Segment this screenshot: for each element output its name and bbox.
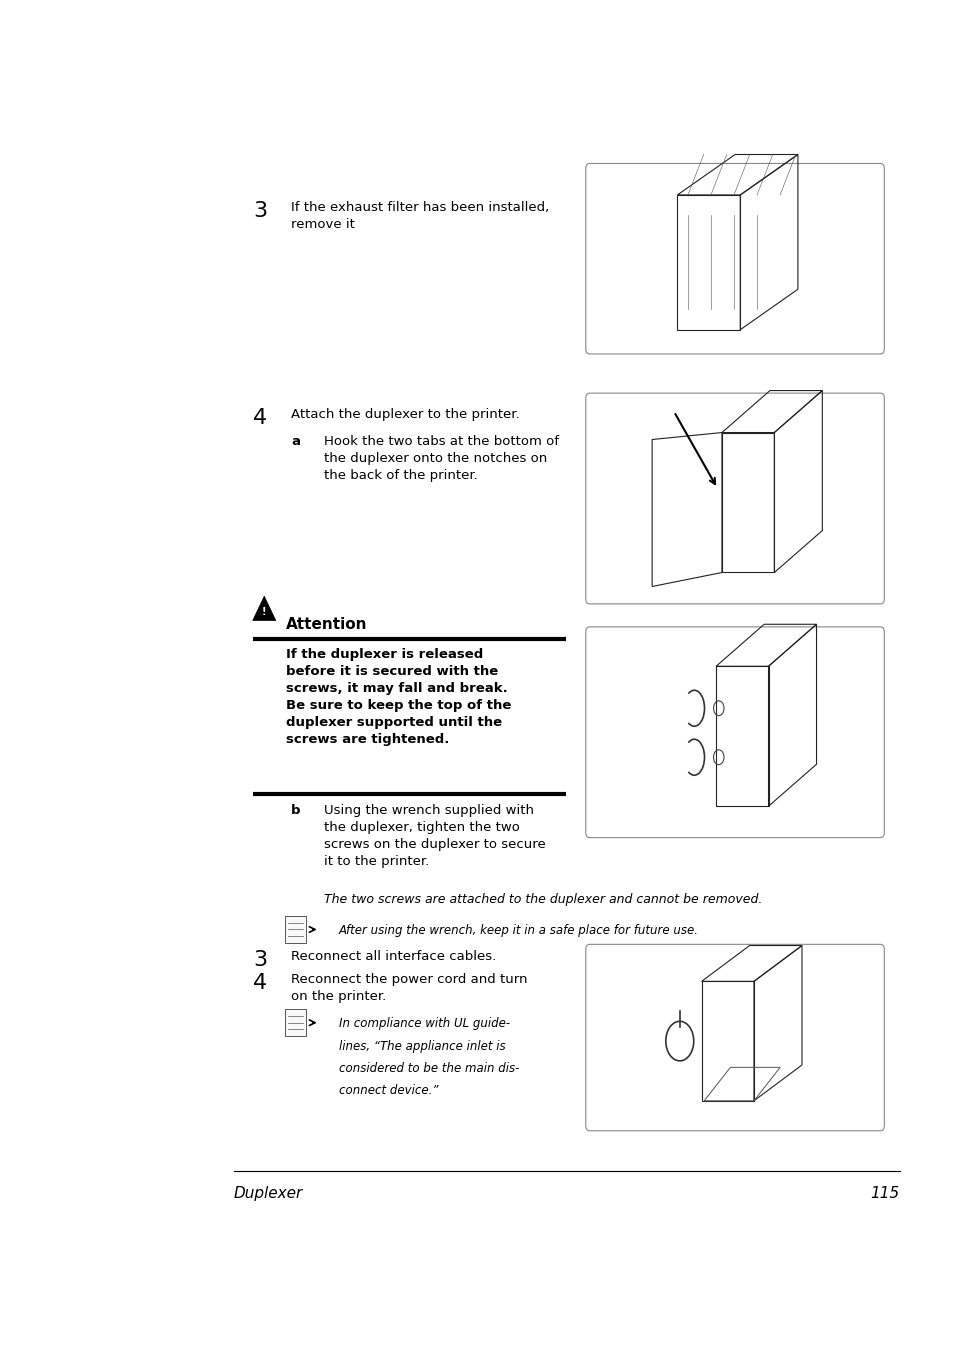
Text: a: a (291, 435, 299, 449)
Text: After using the wrench, keep it in a safe place for future use.: After using the wrench, keep it in a saf… (338, 924, 698, 938)
FancyBboxPatch shape (585, 163, 883, 354)
Text: !: ! (262, 607, 266, 617)
Text: If the duplexer is released
before it is secured with the
screws, it may fall an: If the duplexer is released before it is… (286, 648, 511, 747)
Text: Hook the two tabs at the bottom of
the duplexer onto the notches on
the back of : Hook the two tabs at the bottom of the d… (324, 435, 558, 482)
Text: Using the wrench supplied with
the duplexer, tighten the two
screws on the duple: Using the wrench supplied with the duple… (324, 804, 545, 867)
Polygon shape (253, 596, 275, 620)
Text: In compliance with UL guide-: In compliance with UL guide- (338, 1017, 509, 1031)
Text: 4: 4 (253, 973, 267, 993)
Text: lines, “The appliance inlet is: lines, “The appliance inlet is (338, 1040, 505, 1052)
Text: 3: 3 (253, 201, 267, 222)
Text: If the exhaust filter has been installed,
remove it: If the exhaust filter has been installed… (291, 201, 549, 231)
Text: Reconnect all interface cables.: Reconnect all interface cables. (291, 950, 496, 963)
Text: connect device.”: connect device.” (338, 1084, 437, 1097)
FancyBboxPatch shape (285, 916, 306, 943)
Text: Duplexer: Duplexer (233, 1186, 303, 1201)
Text: considered to be the main dis-: considered to be the main dis- (338, 1062, 518, 1075)
Text: Attention: Attention (286, 617, 367, 632)
FancyBboxPatch shape (585, 393, 883, 604)
Text: b: b (291, 804, 300, 817)
Text: 115: 115 (869, 1186, 899, 1201)
Text: The two screws are attached to the duplexer and cannot be removed.: The two screws are attached to the duple… (324, 893, 762, 907)
Text: 4: 4 (253, 408, 267, 428)
Text: Attach the duplexer to the printer.: Attach the duplexer to the printer. (291, 408, 519, 422)
FancyBboxPatch shape (285, 1009, 306, 1036)
FancyBboxPatch shape (585, 944, 883, 1131)
Text: 3: 3 (253, 950, 267, 970)
Text: Reconnect the power cord and turn
on the printer.: Reconnect the power cord and turn on the… (291, 973, 527, 1002)
FancyBboxPatch shape (585, 627, 883, 838)
